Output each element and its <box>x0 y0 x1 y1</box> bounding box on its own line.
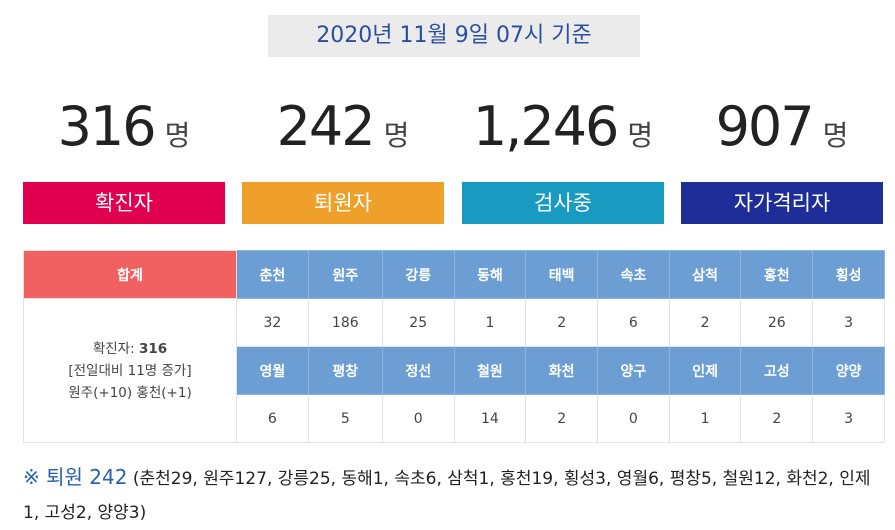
footnote: ※ 퇴원 242 (춘천29, 원주127, 강릉25, 동해1, 속초6, 삼… <box>23 460 883 530</box>
total-header: 합계 <box>23 250 237 299</box>
stat: 316 명 <box>23 95 225 158</box>
region-name: 평창 <box>307 346 383 395</box>
header-row: 영월 평창 정선 철원 화천 양구 인제 고성 양양 <box>24 346 885 395</box>
region-name: 양양 <box>812 346 885 395</box>
region-name: 정선 <box>381 346 455 395</box>
region-value: 6 <box>236 394 309 443</box>
region-name: 원주 <box>307 250 383 299</box>
region-name: 인제 <box>668 346 742 395</box>
stat-label: 확진자 <box>23 182 225 224</box>
region-value: 2 <box>525 394 599 443</box>
region-value: 5 <box>307 394 383 443</box>
region-value: 0 <box>597 394 670 443</box>
total-detail: 원주(+10) 홍천(+1) <box>68 384 192 401</box>
region-name: 횡성 <box>812 250 885 299</box>
region-value: 186 <box>307 298 383 347</box>
region-value: 2 <box>740 394 814 443</box>
region-name: 강릉 <box>381 250 455 299</box>
region-value: 3 <box>812 394 885 443</box>
stat: 907 명 <box>681 95 883 158</box>
stat-label: 자가격리자 <box>681 182 883 224</box>
region-value: 3 <box>812 298 885 347</box>
region-name: 춘천 <box>236 250 309 299</box>
region-value: 6 <box>597 298 670 347</box>
stat-unit: 명 <box>383 119 410 152</box>
region-name: 화천 <box>525 346 599 395</box>
stat: 1,246 명 <box>462 95 664 158</box>
value-row: 확진자: 316 [전일대비 11명 증가] 원주(+10) 홍천(+1) 32 186… <box>23 298 885 443</box>
region-value: 1 <box>668 394 742 443</box>
region-value: 1 <box>453 298 527 347</box>
region-table: 합계 춘천 원주 강릉 동해 태백 속초 삼척 홍천 횡성 확진자: 316 [전일대비 11명 증가… <box>23 250 885 443</box>
region-value: 0 <box>381 394 455 443</box>
total-change: [전일대비 11명 증가] <box>68 362 192 379</box>
region-name: 홍천 <box>740 250 814 299</box>
total-value: 316 <box>138 340 168 357</box>
footnote-lead: ※ 퇴원 242 <box>23 465 128 489</box>
date-header: 2020년 11월 9일 07시 기준 <box>268 15 640 57</box>
region-value: 25 <box>381 298 455 347</box>
region-name: 고성 <box>740 346 814 395</box>
region-value: 2 <box>525 298 599 347</box>
region-name: 동해 <box>453 250 527 299</box>
region-name: 양구 <box>597 346 670 395</box>
stat-unit: 명 <box>627 119 654 152</box>
header-row: 합계 춘천 원주 강릉 동해 태백 속초 삼척 홍천 횡성 <box>23 250 885 299</box>
stat-value: 907 <box>715 95 815 158</box>
region-value: 14 <box>453 394 527 443</box>
region-value: 2 <box>668 298 742 347</box>
total-info: 확진자: 316 [전일대비 11명 증가] 원주(+10) 홍천(+1) <box>23 298 237 443</box>
region-name: 영월 <box>236 346 309 395</box>
stat: 242 명 <box>242 95 444 158</box>
stat-value: 316 <box>57 95 157 158</box>
region-name: 태백 <box>525 250 599 299</box>
stat-label: 검사중 <box>462 182 664 224</box>
stat-value: 242 <box>276 95 376 158</box>
stat-label: 퇴원자 <box>242 182 444 224</box>
total-line: 확진자: 316 <box>25 338 235 360</box>
footnote-text: (춘천29, 원주127, 강릉25, 동해1, 속초6, 삼척1, 홍천19,… <box>23 469 871 523</box>
stat-unit: 명 <box>164 119 191 152</box>
value-row: 6 5 0 14 2 0 1 2 3 <box>24 394 885 443</box>
region-value: 32 <box>236 298 309 347</box>
total-label: 확진자: <box>92 340 135 357</box>
stat-unit: 명 <box>822 119 849 152</box>
region-name: 삼척 <box>668 250 742 299</box>
region-name: 철원 <box>453 346 527 395</box>
stat-value: 1,246 <box>472 95 620 158</box>
region-name: 속초 <box>597 250 670 299</box>
region-value: 26 <box>740 298 814 347</box>
